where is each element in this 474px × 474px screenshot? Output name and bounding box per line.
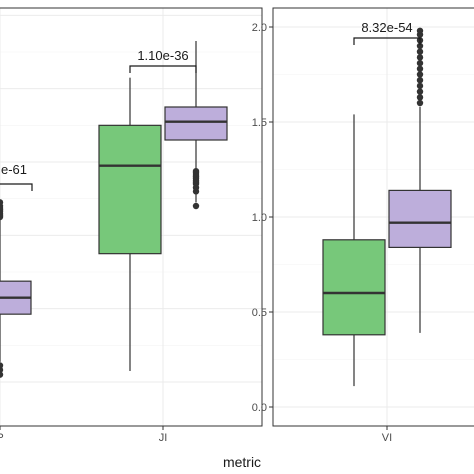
outlier-point	[416, 48, 424, 55]
y-tick-label: 0.5	[252, 307, 267, 319]
significance-bracket	[0, 183, 33, 191]
significance-bracket	[129, 65, 197, 73]
x-axis-title: metric	[223, 454, 261, 470]
outlier-point	[416, 94, 424, 101]
x-tick-label: JI	[159, 432, 168, 444]
outlier-point	[0, 371, 4, 378]
outlier-point	[192, 202, 200, 210]
y-tick-label: 1.0	[252, 212, 267, 224]
p-value-label: e-61	[1, 162, 27, 177]
box-iqr	[164, 106, 228, 141]
y-tick-label: 1.5	[252, 117, 267, 129]
box-iqr	[98, 124, 162, 255]
outlier-point	[416, 82, 424, 90]
left-panel: P JI e-61 1.10e-36	[0, 7, 263, 444]
box-iqr	[388, 189, 452, 248]
y-tick-label: 2.0	[252, 22, 267, 34]
outlier-point	[416, 77, 424, 84]
outlier-point	[416, 71, 424, 78]
significance-bracket	[353, 37, 421, 45]
p-value-label: 1.10e-36	[137, 48, 188, 63]
outlier-point	[192, 167, 200, 175]
outlier-point	[0, 362, 4, 369]
outlier-point	[416, 27, 424, 34]
right-panel: 0.0 0.5 1.0 1.5 2.0 VI 8.32e-54	[252, 7, 474, 444]
outlier-point	[416, 59, 424, 67]
panel-border	[0, 7, 263, 427]
y-tick-label: 0.0	[252, 402, 267, 414]
outlier-point	[416, 88, 424, 95]
outlier-point	[416, 99, 424, 107]
x-tick-label: VI	[382, 432, 392, 444]
outlier-point	[416, 65, 424, 73]
x-tick-label: P	[0, 432, 4, 444]
outlier-point	[416, 42, 424, 50]
box-iqr	[322, 239, 386, 336]
p-value-label: 8.32e-54	[361, 20, 412, 35]
outlier-point	[416, 54, 424, 61]
outlier-point	[0, 199, 4, 206]
